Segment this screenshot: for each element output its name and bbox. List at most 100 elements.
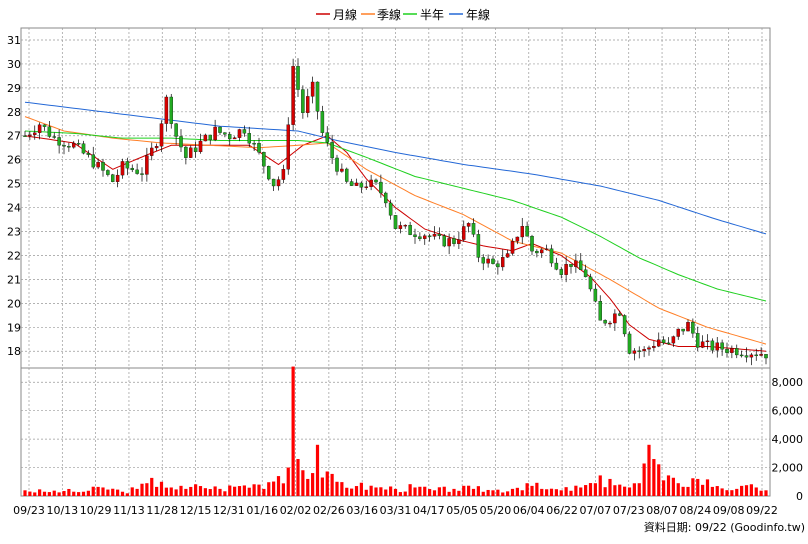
volume-bar — [423, 486, 427, 496]
candle-body — [554, 262, 559, 270]
candle-body — [140, 173, 144, 175]
volume-bar — [233, 486, 237, 496]
volume-bar — [38, 489, 42, 496]
candle-body — [374, 179, 378, 183]
volume-bar — [184, 488, 188, 496]
volume-bar — [540, 488, 544, 496]
volume-bar — [598, 475, 602, 496]
volume-y-axis: 0 2,000 4,000 6,000 8,000 — [772, 376, 804, 503]
price-y-tick-label: 31 — [7, 34, 21, 47]
candle-body — [330, 142, 334, 159]
price-y-tick-label: 28 — [7, 106, 21, 119]
volume-bar — [23, 490, 27, 496]
candle-body — [652, 346, 656, 348]
x-tick-label: 09/23 — [13, 504, 45, 517]
candle-body — [154, 146, 159, 149]
volume-bar — [213, 486, 217, 496]
candle-body — [642, 349, 646, 352]
candle-body — [325, 132, 329, 143]
candle-body — [52, 136, 57, 138]
volume-bar — [730, 490, 734, 496]
volume-bar — [257, 484, 261, 496]
candle-body — [510, 241, 515, 254]
volume-bar — [311, 473, 315, 496]
volume-bar — [67, 488, 71, 496]
candle-body — [281, 169, 286, 180]
volume-bar — [389, 486, 393, 496]
volume-bar — [291, 366, 295, 496]
candle-body — [432, 233, 437, 237]
candle-body — [335, 157, 339, 172]
volume-bar — [306, 478, 310, 496]
ma-line-0 — [24, 135, 767, 352]
candle-body — [471, 223, 476, 235]
volume-bar — [618, 484, 622, 496]
volume-bar — [208, 489, 212, 496]
volume-y-tick-label: 2,000 — [772, 462, 804, 475]
volume-bar — [96, 486, 100, 496]
volume-bar — [696, 478, 700, 496]
volume-bar — [603, 487, 607, 496]
candle-body — [500, 257, 505, 268]
candle-body — [749, 354, 754, 358]
volume-bar — [515, 487, 519, 496]
volume-bar — [686, 486, 690, 496]
volume-bar — [350, 488, 354, 496]
volume-bar — [262, 488, 266, 496]
candle-body — [388, 202, 393, 216]
x-tick-label: 12/31 — [213, 504, 245, 517]
volume-bar — [364, 489, 368, 496]
candle-body — [203, 134, 208, 142]
volume-bar — [608, 478, 612, 496]
volume-bar — [437, 487, 441, 496]
volume-bar — [701, 484, 705, 496]
candle-body — [735, 348, 739, 356]
volume-bar — [125, 493, 129, 496]
volume-bar — [486, 489, 490, 496]
price-y-tick-label: 22 — [7, 249, 21, 262]
candle-body — [145, 155, 149, 175]
candle-body — [23, 135, 27, 137]
volume-bar — [574, 485, 578, 496]
candle-body — [262, 152, 266, 167]
candle-body — [130, 167, 134, 171]
ma-line-3 — [24, 101, 767, 235]
candle-body — [237, 129, 242, 138]
candle-body — [193, 147, 198, 153]
volume-bar — [725, 490, 729, 496]
volume-bar — [296, 459, 300, 496]
candle-body — [383, 192, 388, 204]
candle-body — [627, 333, 632, 354]
volume-bar — [481, 491, 485, 496]
price-y-tick-label: 24 — [7, 202, 21, 215]
candle-body — [76, 143, 81, 145]
candle-body — [686, 322, 690, 332]
volume-bar — [135, 488, 139, 496]
moving-average-lines — [24, 101, 767, 352]
candle-body — [257, 143, 261, 153]
candle-body — [535, 250, 539, 254]
volume-bar — [691, 478, 695, 496]
volume-y-tick-label: 8,000 — [772, 376, 804, 389]
volume-bar — [116, 489, 120, 496]
legend: 月線 季線 半年 年線 — [316, 7, 490, 22]
candle-body — [213, 126, 217, 141]
volume-bar — [520, 490, 524, 496]
x-tick-label: 08/24 — [680, 504, 712, 517]
candle-body — [276, 179, 281, 187]
candle-body — [42, 124, 47, 127]
candle-body — [725, 349, 729, 353]
volume-bar — [657, 464, 661, 496]
volume-bar — [130, 487, 134, 496]
volume-bar — [120, 491, 125, 496]
volume-bar — [535, 482, 539, 496]
legend-item-quarterly: 季線 — [361, 7, 401, 22]
volume-bar — [579, 487, 583, 496]
candle-body — [574, 260, 578, 267]
candle-body — [296, 66, 300, 90]
candle-body — [413, 234, 417, 237]
candle-body — [491, 258, 495, 264]
volume-bar — [759, 490, 763, 496]
candle-body — [232, 137, 237, 140]
